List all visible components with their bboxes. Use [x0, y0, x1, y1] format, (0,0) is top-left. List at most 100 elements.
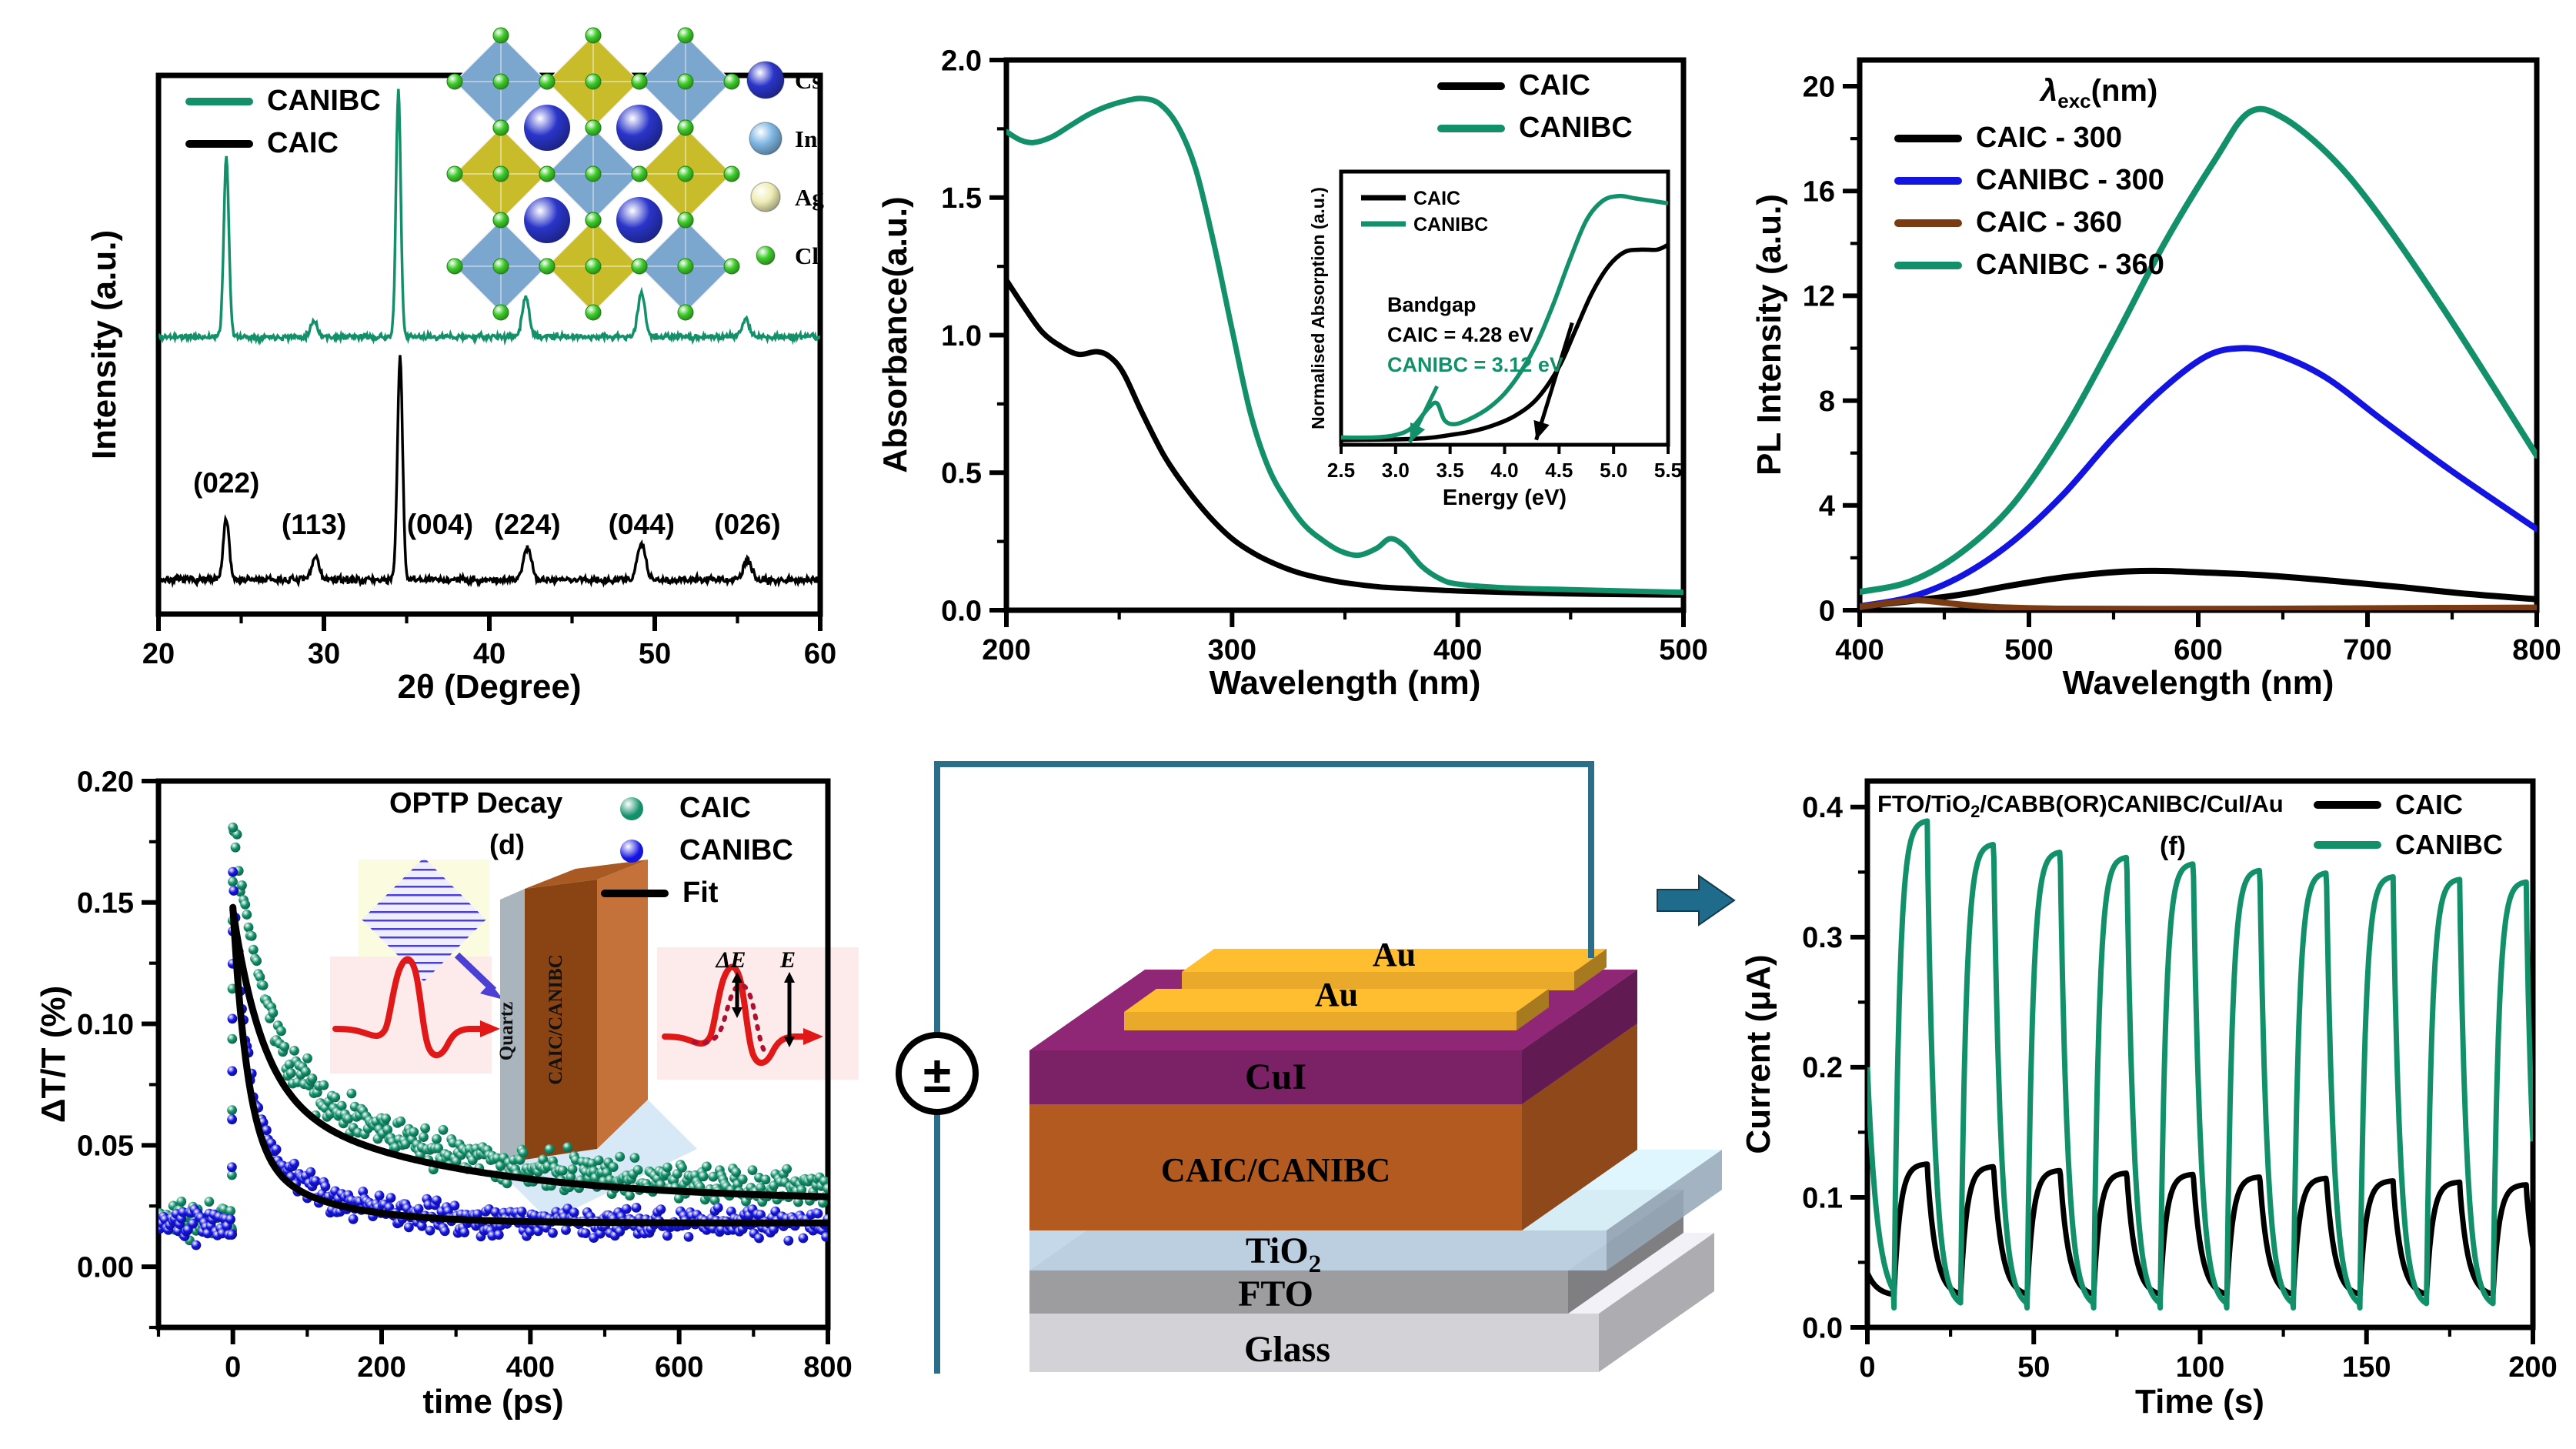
- svg-text:1.5: 1.5: [941, 182, 982, 215]
- svg-text:0.3: 0.3: [1802, 922, 1843, 954]
- absorbance-x-axis-label: Wavelength (nm): [1209, 664, 1481, 702]
- svg-text:Bandgap: Bandgap: [1387, 293, 1477, 316]
- xrd-chart: 20 30 40 50 60 (022) (113) (004) (224) (044) (026)…: [142, 27, 836, 670]
- svg-text:0: 0: [225, 1351, 241, 1384]
- xrd-y-axis-label: Intensity (a.u.): [85, 229, 123, 460]
- photocurrent-chart: 0 50 100 150 200 0.0 0.1 0.2 0.3 0.4: [1802, 778, 2558, 1384]
- pl-legend-title: λexc(nm): [2040, 74, 2158, 112]
- legend-label: CANIBC: [1519, 112, 1633, 144]
- svg-text:50: 50: [2017, 1351, 2050, 1384]
- sample-slab-top: [525, 860, 648, 889]
- pl-x-axis-label: Wavelength (nm): [2062, 664, 2334, 702]
- svg-text:400: 400: [506, 1351, 555, 1384]
- svg-text:600: 600: [2174, 634, 2222, 666]
- optp-x-axis-label: time (ps): [422, 1383, 564, 1421]
- svg-text:12: 12: [1803, 281, 1835, 313]
- svg-text:0.0: 0.0: [1802, 1312, 1843, 1344]
- svg-text:0.00: 0.00: [77, 1251, 134, 1284]
- panel-xrd: 20 30 40 50 60 (022) (113) (004) (224) (044) (026)…: [28, 14, 859, 710]
- svg-text:(004): (004): [407, 509, 473, 540]
- panel-optp: Quartz CAIC/CANIBC ΔE E 0 200 400 600 800 0.0…: [28, 727, 859, 1435]
- optp-title: OPTP Decay: [389, 787, 563, 820]
- svg-text:500: 500: [1659, 634, 1707, 666]
- svg-text:2.5: 2.5: [1327, 459, 1355, 482]
- legend-label: CAIC: [1519, 69, 1590, 102]
- svg-text:0.10: 0.10: [77, 1009, 134, 1041]
- svg-text:50: 50: [639, 638, 671, 670]
- caic-line-swatch: [1437, 82, 1505, 90]
- legend-label: CANIBC: [267, 85, 381, 117]
- svg-text:16: 16: [1803, 176, 1835, 209]
- svg-text:Cl: Cl: [795, 242, 819, 269]
- device-stack-title: FTO/TiO2/CABB(OR)CANIBC/CuI/Au: [1877, 790, 2284, 822]
- svg-text:20: 20: [1803, 71, 1835, 103]
- legend-item: CAIC: [1437, 69, 1633, 102]
- panel-device-schematic: Au Au CuI CAIC/CANIBC TiO2 FTO Glass ±: [868, 727, 1723, 1435]
- crystal-structure-inset: Cs In Ag Cl: [446, 27, 824, 321]
- legend-label: CANIBC: [679, 834, 793, 866]
- thz-in-arrowhead-icon: [480, 1020, 500, 1037]
- svg-text:500: 500: [2004, 634, 2053, 666]
- legend-label: CAIC: [2395, 789, 2463, 820]
- photocurrent-panel-label: (f): [2160, 832, 2186, 861]
- pl-y-axis-label: PL Intensity (a.u.): [1750, 194, 1788, 476]
- canibc-360-swatch: [1894, 261, 1962, 269]
- photocurrent-y-axis-label: Current (μA): [1740, 954, 1777, 1154]
- svg-text:(224): (224): [494, 509, 560, 540]
- absorbance-legend: CAIC CANIBC: [1437, 69, 1633, 145]
- svg-text:0.0: 0.0: [941, 595, 982, 627]
- thz-in-pulse-icon: [332, 956, 485, 1058]
- thz-out-modulated-pulse-icon: [692, 983, 767, 1054]
- svg-text:CANIBC: CANIBC: [1413, 214, 1488, 235]
- legend-item: CANIBC - 360: [1894, 249, 2164, 282]
- svg-text:300: 300: [1208, 634, 1256, 666]
- layer-label-tio2: TiO2: [1246, 1230, 1321, 1278]
- photocurrent-x-axis-label: Time (s): [2135, 1383, 2264, 1421]
- svg-text:200: 200: [982, 634, 1030, 666]
- thz-in-backdrop: [330, 957, 492, 1073]
- quartz-label: Quartz: [496, 1002, 517, 1060]
- svg-text:0.20: 0.20: [77, 766, 134, 798]
- delta-e-label: ΔE: [716, 947, 746, 973]
- canibc-line-swatch: [2314, 841, 2381, 849]
- svg-text:Ag: Ag: [795, 184, 824, 211]
- quartz-slab: [500, 889, 525, 1172]
- caic-360-swatch: [1894, 219, 1962, 227]
- caic-line-swatch: [2314, 801, 2381, 809]
- svg-text:4.5: 4.5: [1545, 459, 1573, 482]
- svg-text:0.2: 0.2: [1802, 1052, 1843, 1084]
- optp-chart: Quartz CAIC/CANIBC ΔE E 0 200 400 600 800 0.0…: [77, 766, 859, 1384]
- svg-text:CAIC: CAIC: [1413, 188, 1460, 209]
- legend-label: CANIBC - 300: [1976, 164, 2164, 196]
- svg-text:Cs: Cs: [795, 67, 821, 94]
- legend-item: CAIC - 360: [1894, 206, 2164, 239]
- photocurrent-legend: CAIC CANIBC: [2314, 789, 2503, 861]
- svg-text:0.05: 0.05: [77, 1130, 134, 1163]
- legend-label: CAIC: [679, 792, 751, 824]
- pump-arrowhead-icon: [480, 983, 503, 1000]
- legend-label: CAIC - 360: [1976, 206, 2123, 239]
- legend-item: CAIC: [601, 792, 793, 825]
- bias-source-label: ±: [923, 1046, 951, 1103]
- svg-text:100: 100: [2176, 1351, 2224, 1384]
- e-arrowhead-icon: [784, 1037, 795, 1047]
- xrd-legend: CANIBC CAIC: [185, 85, 381, 160]
- device-stack: [896, 761, 1722, 1374]
- svg-text:5.5: 5.5: [1654, 459, 1682, 482]
- absorbance-chart: 200 300 400 500 0.0 0.5 1.0 1.5 2.0 2.5 3.0 3.5 4.0 4…: [941, 45, 1708, 666]
- svg-text:0: 0: [1819, 595, 1835, 627]
- optp-y-axis-label: ΔT/T (%): [35, 985, 72, 1123]
- canibc-line-swatch: [185, 97, 253, 105]
- pump-arrow: [454, 952, 497, 993]
- au-electrode-label: Au: [1373, 936, 1416, 973]
- thz-out-arrowhead-icon: [803, 1028, 823, 1045]
- layer-label-fto: FTO: [1238, 1274, 1313, 1314]
- legend-item: CANIBC: [1437, 112, 1633, 145]
- svg-text:CAIC = 4.28 eV: CAIC = 4.28 eV: [1387, 323, 1533, 346]
- svg-text:400: 400: [1433, 634, 1482, 666]
- legend-item: Fit: [601, 876, 793, 910]
- canibc-ball-swatch: [620, 839, 643, 863]
- panel-photocurrent: 0 50 100 150 200 0.0 0.1 0.2 0.3 0.4 Current (μA)…: [1733, 727, 2564, 1435]
- delta-e-arrowhead-icon: [732, 972, 742, 983]
